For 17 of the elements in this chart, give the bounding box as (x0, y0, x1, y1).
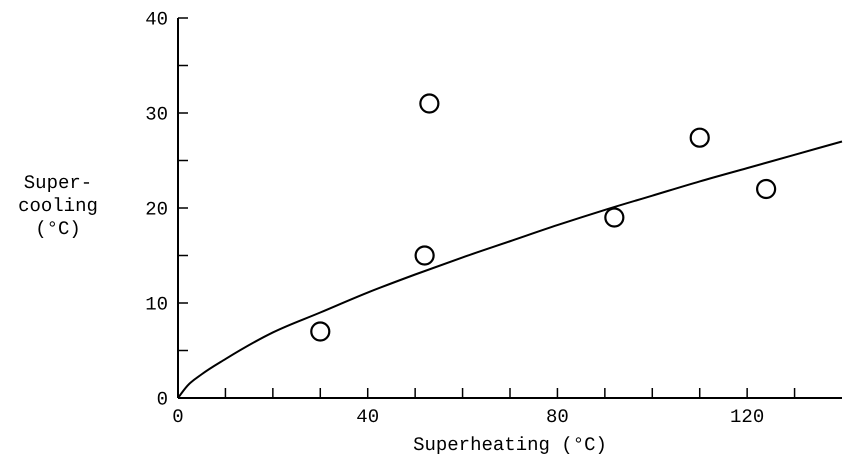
point (310, 321, 330, 342)
y-axis-title: Super-cooling (°C) (18, 172, 98, 240)
y-tick-label: 40 (145, 8, 168, 31)
point (419, 93, 440, 114)
point (414, 245, 435, 266)
point (756, 178, 776, 200)
x-tick-label: 40 (356, 406, 380, 428)
x-tick-label: 0 (172, 406, 184, 428)
x-tick-label: 120 (730, 406, 764, 428)
y-tick-label: 30 (145, 104, 168, 126)
x-tick-label: 80 (546, 406, 569, 428)
point (604, 207, 624, 228)
y-tick-label: 10 (145, 294, 168, 316)
y-tick-label: 20 (145, 198, 168, 221)
point (690, 128, 710, 148)
x-axis-title: Superheating (°C) (413, 434, 607, 456)
y-tick-label: 0 (156, 388, 168, 411)
